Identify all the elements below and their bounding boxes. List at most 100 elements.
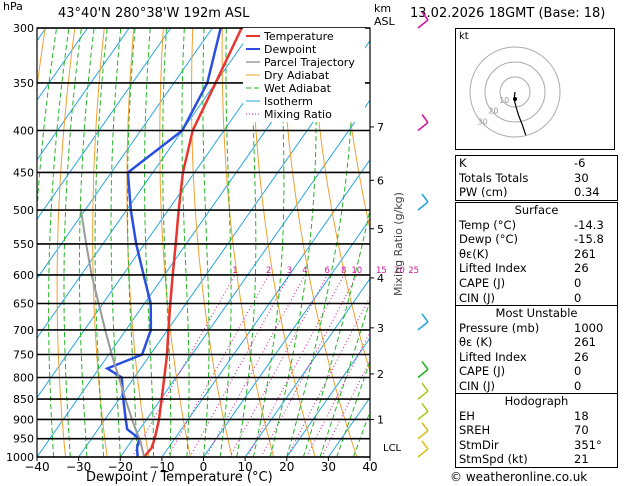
index-row: PW (cm) 0.34 bbox=[456, 185, 617, 200]
storm-motion-dot bbox=[513, 97, 517, 101]
legend-entry: Dewpoint bbox=[264, 43, 317, 56]
temperature-line bbox=[143, 28, 243, 457]
surface-value: 261 bbox=[574, 246, 596, 261]
km-tick-label: 3 bbox=[377, 322, 384, 335]
km-unit: km bbox=[374, 2, 392, 15]
hodograph-row: SREH 70 bbox=[456, 423, 617, 438]
surface-value: -14.3 bbox=[574, 217, 604, 232]
hodograph-ring-label: 30 bbox=[478, 117, 488, 126]
index-label: K bbox=[459, 156, 467, 170]
mixing-ratio-label: 6 bbox=[325, 266, 330, 276]
mixing-ratio-axis-label: Mixing Ratio (g/kg) bbox=[392, 192, 405, 296]
isotherm-line bbox=[37, 28, 255, 339]
pressure-tick-label: 800 bbox=[13, 371, 34, 384]
surface-label: CIN (J) bbox=[459, 290, 496, 305]
wind-barb bbox=[417, 361, 429, 379]
hodograph-value: 351° bbox=[574, 437, 602, 452]
mixing-ratio-line bbox=[167, 274, 270, 457]
hodograph-label: StmDir bbox=[459, 437, 499, 452]
legend-entry: Dry Adiabat bbox=[264, 69, 330, 82]
legend-entry: Mixing Ratio bbox=[264, 108, 332, 121]
wet-adiabat-line bbox=[63, 28, 82, 457]
wind-barb bbox=[417, 402, 429, 421]
km-tick-label: 7 bbox=[377, 121, 384, 134]
hodograph-ring-label: 10 bbox=[499, 96, 509, 105]
most-unstable-value: 0 bbox=[574, 364, 582, 379]
surface-row: Dewp (°C) -15.8 bbox=[456, 232, 617, 247]
wet-adiabat-line bbox=[219, 28, 232, 457]
location-title: 43°40'N 280°38'W 192m ASL bbox=[58, 6, 250, 21]
index-label: Totals Totals bbox=[459, 170, 529, 185]
hodograph-ring bbox=[469, 46, 561, 138]
surface-label: Dewp (°C) bbox=[459, 232, 519, 247]
mixing-ratio-label: 2 bbox=[266, 266, 271, 276]
axes-layer: 1 2 3 4 6 8 10 15 20 2530035040045050055060065070… bbox=[6, 22, 419, 474]
dewpoint-line bbox=[104, 28, 222, 457]
wet-adiabat-line bbox=[37, 28, 58, 457]
temperature-tick-label: 40 bbox=[362, 460, 377, 474]
most-unstable-value: 1000 bbox=[574, 320, 604, 335]
wet-adiabat-line bbox=[181, 28, 190, 457]
x-axis-title: Dewpoint / Temperature (°C) bbox=[86, 470, 273, 485]
legend-entry: Temperature bbox=[263, 30, 334, 43]
mixing-ratio-line bbox=[189, 274, 290, 457]
pressure-tick-label: 900 bbox=[13, 413, 34, 426]
most-unstable-value: 0 bbox=[574, 378, 582, 393]
isotherm-line bbox=[37, 28, 172, 221]
most-unstable-label: CIN (J) bbox=[459, 378, 496, 393]
most-unstable-row: CIN (J) 0 bbox=[456, 379, 617, 394]
mixing-ratio-line bbox=[321, 359, 370, 457]
dry-adiabat-line bbox=[56, 28, 76, 457]
legend-entry: Isotherm bbox=[264, 95, 313, 108]
pressure-tick-label: 500 bbox=[13, 204, 34, 217]
most-unstable-row: CAPE (J) 0 bbox=[456, 364, 617, 379]
surface-table: Surface Temp (°C) -14.3 Dewp (°C) -15.8 θε(K… bbox=[455, 202, 618, 307]
wet-adiabat-line bbox=[110, 28, 122, 457]
surface-label: Temp (°C) bbox=[459, 217, 517, 232]
temperature-tick-label: −20 bbox=[108, 460, 133, 474]
surface-label: CAPE (J) bbox=[459, 275, 506, 290]
temperature-tick-label: 20 bbox=[279, 460, 294, 474]
pressure-tick-label: 300 bbox=[13, 22, 34, 35]
series-layer bbox=[79, 28, 243, 457]
hodograph-ring-label: 20 bbox=[488, 107, 498, 116]
surface-row: CAPE (J) 0 bbox=[456, 276, 617, 291]
mixing-ratio-label: 1 bbox=[232, 266, 237, 276]
pressure-unit: hPa bbox=[3, 0, 23, 13]
most-unstable-label: Lifted Index bbox=[459, 349, 527, 364]
km-tick-label: 1 bbox=[377, 413, 384, 426]
temperature-tick-label: 10 bbox=[237, 460, 252, 474]
pressure-tick-label: 600 bbox=[13, 269, 34, 282]
wind-barb bbox=[417, 193, 429, 211]
hodograph-label: StmSpd (kt) bbox=[459, 452, 528, 467]
hodograph-value: 18 bbox=[574, 408, 589, 423]
pressure-tick-label: 550 bbox=[13, 238, 34, 251]
hodograph-row: StmSpd (kt) 21 bbox=[456, 452, 617, 467]
temperature-tick-label: −10 bbox=[149, 460, 174, 474]
surface-row: θε(K) 261 bbox=[456, 247, 617, 262]
hodograph-table: Hodograph EH 18 SREH 70 StmDir 351° StmSpd (kt… bbox=[455, 393, 618, 468]
most-unstable-row: Lifted Index 26 bbox=[456, 350, 617, 365]
km-tick-label: 4 bbox=[377, 272, 384, 285]
index-value: -6 bbox=[574, 156, 586, 170]
wet-adiabat-line bbox=[94, 28, 108, 457]
hodograph-value: 70 bbox=[574, 423, 589, 438]
temperature-tick-label: 30 bbox=[321, 460, 336, 474]
wind-barb bbox=[417, 11, 429, 29]
index-value: 30 bbox=[574, 170, 589, 185]
surface-value: 26 bbox=[574, 261, 589, 276]
most-unstable-title: Most Unstable bbox=[495, 306, 578, 320]
hodograph-value: 21 bbox=[574, 452, 589, 467]
temperature-tick-label: 0 bbox=[200, 460, 208, 474]
wet-adiabat-line bbox=[162, 28, 172, 457]
surface-value: -15.8 bbox=[574, 232, 604, 247]
datetime-title: 13.02.2026 18GMT (Base: 18) bbox=[410, 6, 606, 21]
dry-adiabat-line bbox=[339, 28, 370, 232]
most-unstable-table: Most Unstable Pressure (mb) 1000 θε (K) 261… bbox=[455, 305, 618, 395]
index-row: Totals Totals 30 bbox=[456, 171, 617, 186]
mixing-ratio-label: 8 bbox=[341, 266, 346, 276]
wind-barb bbox=[417, 440, 429, 458]
wet-adiabat-line bbox=[48, 28, 70, 457]
isotherm-line bbox=[37, 28, 213, 280]
